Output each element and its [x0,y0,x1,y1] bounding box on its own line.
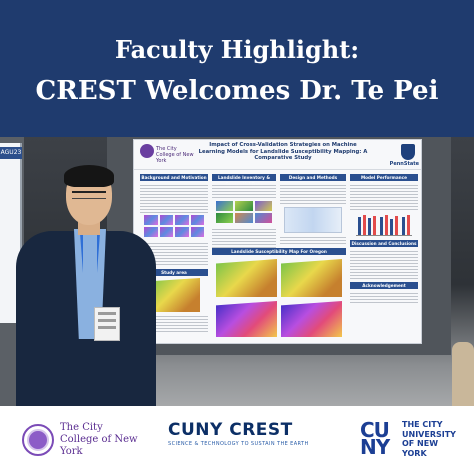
presenter-hair [64,165,114,187]
poster-institution: The City College of New York [156,146,194,164]
section-background: Background and Motivation [140,174,208,181]
poster-header: The City College of New York Impact of C… [134,140,421,170]
susceptibility-map-4 [281,301,342,337]
headline-crest-welcomes: CREST Welcomes Dr. Te Pei [35,75,439,106]
section-text [140,183,208,213]
poster-partner: PennState [389,161,419,167]
section-susceptibility-maps: Landslide Susceptibility Map For Oregon [212,248,346,255]
methods-diagram [284,207,342,233]
susceptibility-map-1 [216,259,277,297]
headline-faculty-highlight: Faculty Highlight: [114,34,360,64]
data-layer-thumbs [212,199,276,225]
cuny-crest-logo: CUNY CREST SCIENCE & TECHNOLOGY TO SUSTA… [168,420,308,460]
section-text [212,227,276,251]
ccny-logo: The City College of New York [22,420,144,460]
section-study-area: Study area [140,269,208,276]
section-text [350,249,418,279]
section-inventory: Landslide Inventory & Geospatial Data [212,174,276,187]
poster-column-2: Landslide Inventory & Geospatial Data [212,174,276,342]
thumbnail-grid [140,213,208,239]
pennstate-shield-icon [401,144,415,160]
section-text [350,183,418,211]
performance-bar-chart [356,214,412,236]
left-board-tag: AGU23 [0,147,22,159]
section-text [280,183,346,205]
poster-title: Impact of Cross-Validation Strategies on… [198,142,368,161]
presenter-person [14,165,159,406]
poster-column-4: Model Performance Comparison Discussion … [350,174,418,342]
section-text [280,235,346,245]
section-text [212,183,276,199]
section-acknowledgement: Acknowledgement [350,282,418,289]
oregon-study-map [148,278,200,312]
crest-wordmark: CUNY CREST [168,420,293,440]
glasses-icon [72,191,106,199]
ccny-name: The City College of New York [60,422,138,457]
footer-logos: The City College of New York CUNY CREST … [0,406,474,474]
research-poster: The City College of New York Impact of C… [133,139,422,344]
poster-maps-panel: Landslide Susceptibility Map For Oregon [212,248,346,342]
section-performance: Model Performance Comparison [350,174,418,187]
name-badge [94,307,120,341]
section-text [350,291,418,305]
susceptibility-map-2 [281,259,342,297]
section-discussion: Discussion and Conclusions [350,240,418,247]
cuny-name: THE CITY UNIVERSITY OF NEW YORK [402,420,456,458]
header-banner: Faculty Highlight: CREST Welcomes Dr. Te… [0,0,474,137]
event-photo: AGU23 The City College of New York Impac… [0,137,474,406]
ccny-seal-icon [140,144,154,158]
cuny-mark: CU NY [360,418,390,459]
section-design: Design and Methods [280,174,346,181]
ccny-seal-icon [22,424,54,456]
background-person [452,342,474,406]
cuny-logo: CU NY THE CITY UNIVERSITY OF NEW YORK [360,420,464,458]
crest-tagline: SCIENCE & TECHNOLOGY TO SUSTAIN THE EART… [168,441,309,447]
section-text [140,314,208,334]
poster-column-1: Background and Motivation Study area [140,174,208,342]
poster-column-3: Design and Methods [280,174,346,342]
susceptibility-map-3 [216,301,277,337]
